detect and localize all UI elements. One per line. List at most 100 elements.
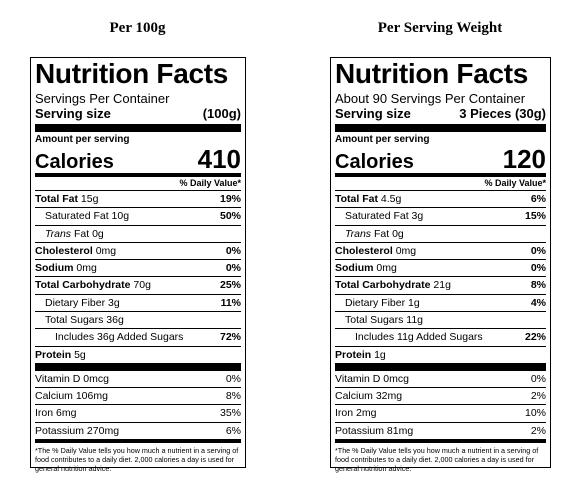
nutrient-name: Cholesterol [35, 244, 93, 257]
row-potassium: Potassium 270mg 6% [35, 423, 241, 439]
row-total-sugars: Total Sugars 36g [35, 312, 241, 330]
servings-per-container: About 90 Servings Per Container [335, 91, 526, 106]
row-trans-fat: Trans Fat 0g [335, 226, 546, 243]
nutrient-amount: 0mg [395, 244, 417, 257]
nutrient-dv: 0% [530, 372, 546, 385]
caption-per-serving: Per Serving Weight [377, 20, 503, 36]
nutrient-dv: 0% [530, 262, 546, 275]
nutrient-dv: 0% [530, 244, 546, 257]
row-cholesterol: Cholesterol 0mg 0% [35, 243, 241, 261]
nutrient-dv: 10% [524, 407, 546, 420]
nutrient-dv: 11% [220, 296, 241, 309]
row-total-fat: Total Fat 15g 19% [35, 191, 241, 209]
serving-size-row: Serving size (100g) [35, 106, 241, 121]
nutrient-dv: 22% [524, 331, 546, 344]
calories-value: 410 [197, 144, 241, 174]
nutrient-name: Total Sugars 36g [45, 314, 124, 327]
label-title: Nutrition Facts [335, 58, 529, 89]
trans-rest: Fat 0g [371, 227, 404, 240]
daily-value-header: % Daily Value* [35, 177, 241, 191]
nutrient-name: Sodium [335, 262, 374, 275]
trans-italic: Trans [345, 227, 372, 240]
row-sodium: Sodium 0mg 0% [335, 260, 546, 278]
nutrient-name: Calcium 32mg [335, 390, 403, 403]
nutrient-dv: 4% [530, 296, 546, 309]
divider-medium [335, 173, 546, 177]
serving-size-value: (100g) [202, 106, 241, 121]
nutrient-dv: 8% [225, 390, 241, 403]
nutrition-label-per-serving: Nutrition Facts About 90 Servings Per Co… [330, 57, 551, 473]
serving-size-value: 3 Pieces (30g) [459, 106, 546, 121]
label-title: Nutrition Facts [35, 58, 229, 89]
row-cholesterol: Cholesterol 0mg 0% [335, 243, 546, 261]
calories-row: Calories 410 [35, 145, 241, 173]
nutrient-amount: 0mg [95, 244, 117, 257]
nutrient-name: Total Carbohydrate [35, 279, 131, 292]
divider-medium [35, 173, 241, 177]
nutrient-name: Potassium 270mg [35, 424, 120, 437]
nutrient-amount: 15g [80, 193, 99, 205]
row-potassium: Potassium 81mg 2% [335, 423, 546, 439]
nutrient-dv: 0% [225, 262, 241, 275]
row-vitamin-d: Vitamin D 0mcg 0% [335, 371, 546, 389]
nutrient-dv: 25% [219, 279, 241, 292]
nutrient-amount: 70g [133, 279, 151, 292]
row-total-fat: Total Fat 4.5g 6% [335, 191, 546, 209]
divider-thick [35, 362, 241, 371]
nutrient-name: Total Fat [335, 193, 378, 205]
nutrient-name: Includes 36g Added Sugars [55, 331, 184, 344]
nutrient-amount: 0mg [76, 262, 97, 275]
nutrient-name: Includes 11g Added Sugars [355, 331, 483, 344]
nutrient-amount: 1g [374, 348, 386, 361]
nutrient-dv: 72% [219, 331, 241, 344]
nutrient-name: Total Fat [35, 193, 78, 205]
nutrient-name: Sodium [35, 262, 74, 275]
row-trans-fat: Trans Fat 0g [35, 226, 241, 243]
nutrient-amount: 0mg [376, 262, 397, 275]
row-added-sugars: Includes 11g Added Sugars 22% [335, 329, 546, 347]
footnote: *The % Daily Value tells you how much a … [335, 445, 539, 473]
divider-thick [335, 124, 546, 132]
serving-size-label: Serving size [35, 106, 111, 121]
nutrient-name: Saturated Fat 10g [45, 210, 130, 223]
calories-label: Calories [35, 151, 114, 173]
nutrient-dv: 50% [219, 210, 241, 223]
nutrient-name: Total Carbohydrate [335, 279, 431, 292]
trans-italic: Trans [45, 227, 72, 240]
row-protein: Protein 5g [35, 347, 241, 363]
nutrient-name: Total Sugars 11g [345, 314, 424, 327]
footnote: *The % Daily Value tells you how much a … [35, 445, 239, 473]
nutrient-dv: 2% [530, 424, 546, 437]
trans-rest: Fat 0g [71, 227, 104, 240]
row-iron: Iron 6mg 35% [35, 405, 241, 423]
nutrient-name: Dietary Fiber 1g [345, 296, 420, 309]
nutrient-dv: 8% [530, 279, 546, 292]
nutrient-dv: 15% [524, 210, 546, 223]
nutrient-name: Protein [35, 348, 72, 361]
calories-value: 120 [502, 144, 546, 174]
nutrient-amount: 21g [433, 279, 451, 292]
daily-value-header: % Daily Value* [335, 177, 546, 191]
row-dietary-fiber: Dietary Fiber 1g 4% [335, 295, 546, 313]
nutrient-name: Iron 2mg [335, 407, 377, 420]
row-saturated-fat: Saturated Fat 10g 50% [35, 208, 241, 226]
servings-per-container: Servings Per Container [35, 91, 170, 106]
nutrient-name: Protein [335, 348, 372, 361]
serving-size-label: Serving size [335, 106, 411, 121]
row-iron: Iron 2mg 10% [335, 405, 546, 423]
row-added-sugars: Includes 36g Added Sugars 72% [35, 329, 241, 347]
divider-thick [35, 124, 241, 132]
calories-label: Calories [335, 151, 414, 173]
row-vitamin-d: Vitamin D 0mcg 0% [35, 371, 241, 389]
nutrient-name: Dietary Fiber 3g [45, 296, 120, 309]
divider-thick [335, 362, 546, 371]
row-protein: Protein 1g [335, 347, 546, 363]
amount-per-serving: Amount per serving [335, 134, 430, 145]
nutrient-name: Potassium 81mg [335, 424, 414, 437]
nutrient-amount: 4.5g [380, 193, 402, 205]
nutrient-dv: 0% [225, 372, 241, 385]
row-total-carbohydrate: Total Carbohydrate 21g 8% [335, 277, 546, 295]
nutrient-name: Vitamin D 0mcg [335, 372, 409, 385]
row-calcium: Calcium 106mg 8% [35, 388, 241, 406]
nutrient-name: Saturated Fat 3g [345, 210, 424, 223]
